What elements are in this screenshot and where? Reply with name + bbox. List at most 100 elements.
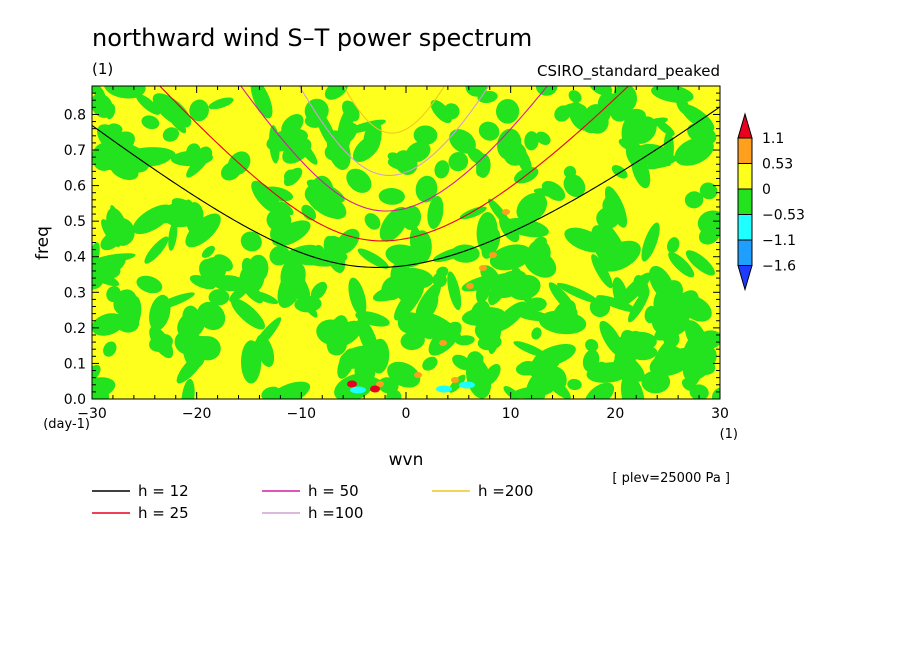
texture-patch bbox=[428, 321, 462, 356]
legend-entry: h =200 bbox=[478, 482, 533, 500]
texture-patch bbox=[141, 115, 160, 130]
x-tick-label: −10 bbox=[287, 406, 317, 422]
texture-patch bbox=[545, 366, 567, 392]
texture-patch bbox=[114, 311, 140, 333]
y-tick-label: 0.4 bbox=[64, 250, 86, 266]
texture-patch bbox=[563, 174, 586, 198]
texture-patch bbox=[248, 254, 269, 282]
texture-patch bbox=[516, 192, 548, 223]
texture-patch bbox=[162, 201, 201, 228]
legend-entry: h =100 bbox=[308, 504, 363, 522]
texture-patch bbox=[459, 206, 487, 220]
curve-legend: h = 12 h = 25 h = 50 h =100 h =200 bbox=[92, 482, 533, 522]
texture-patch bbox=[92, 253, 136, 264]
texture-patch bbox=[103, 341, 117, 357]
texture-patch bbox=[261, 386, 280, 399]
chart-subtitle-right: CSIRO_standard_peaked bbox=[537, 62, 720, 81]
texture-patch bbox=[241, 280, 264, 304]
texture-patch bbox=[449, 129, 476, 154]
y-tick-label: 0.8 bbox=[64, 107, 86, 123]
texture-patch bbox=[269, 245, 290, 266]
texture-patch bbox=[602, 195, 622, 217]
texture-patch bbox=[584, 109, 609, 134]
dispersion-curve bbox=[343, 86, 446, 134]
texture-patch bbox=[459, 381, 475, 389]
texture-patch bbox=[348, 277, 367, 317]
texture-patch bbox=[652, 336, 677, 371]
x-tick-label: −20 bbox=[182, 406, 212, 422]
texture-patch bbox=[698, 225, 720, 245]
legend-entry: h = 25 bbox=[138, 504, 189, 522]
texture-patch bbox=[420, 293, 439, 322]
texture-patch bbox=[477, 90, 498, 104]
texture-patch bbox=[448, 152, 469, 172]
texture-patch bbox=[189, 99, 209, 122]
texture-patch bbox=[616, 358, 631, 374]
texture-patch bbox=[470, 300, 491, 324]
texture-patch bbox=[436, 385, 452, 393]
x-tick-label: 20 bbox=[606, 406, 624, 422]
texture-patch bbox=[489, 252, 497, 258]
chart-subtitle-left: (1) bbox=[92, 60, 113, 78]
texture-patch bbox=[288, 249, 330, 266]
plev-annotation: [ plev=25000 Pa ] bbox=[612, 471, 730, 486]
texture-patch bbox=[434, 160, 450, 179]
texture-patch bbox=[385, 244, 423, 268]
texture-patch bbox=[283, 167, 303, 187]
colorbar: 1.1 0.53 0 −0.53 −1.1 −1.6 bbox=[737, 112, 805, 292]
texture-patch bbox=[92, 93, 114, 118]
texture-patch bbox=[201, 245, 215, 258]
texture-patch bbox=[476, 160, 490, 177]
texture-patch bbox=[189, 274, 216, 290]
texture-patch bbox=[522, 298, 540, 318]
y-unit-label: (day-1) bbox=[43, 417, 90, 432]
texture-patch bbox=[451, 377, 459, 383]
texture-patch bbox=[651, 86, 694, 103]
texture-patch bbox=[685, 250, 715, 276]
texture-patch bbox=[427, 195, 444, 230]
x-tick-label: 30 bbox=[711, 406, 729, 422]
texture-patch bbox=[144, 236, 169, 264]
texture-patch bbox=[379, 206, 409, 242]
texture-patch bbox=[711, 387, 720, 399]
texture-patch bbox=[488, 274, 509, 306]
texture-patch bbox=[655, 119, 675, 136]
texture-patch bbox=[364, 213, 381, 230]
texture-patch bbox=[176, 350, 206, 384]
texture-patch bbox=[515, 361, 539, 376]
texture-patch bbox=[502, 209, 510, 215]
colorbar-box bbox=[737, 188, 753, 215]
texture-patch bbox=[416, 319, 439, 340]
texture-patch bbox=[448, 374, 466, 393]
texture-patch bbox=[669, 290, 699, 325]
texture-patch bbox=[628, 288, 650, 323]
colorbar-label: −0.53 bbox=[762, 208, 805, 224]
x-axis: −30 −20 −10 0 10 20 30 bbox=[77, 86, 729, 422]
texture-patch bbox=[400, 331, 425, 351]
texture-patch bbox=[355, 311, 390, 327]
texture-patch bbox=[511, 386, 554, 399]
texture-patch bbox=[230, 298, 265, 330]
texture-patch bbox=[524, 131, 539, 151]
texture-patch bbox=[357, 248, 389, 269]
colorbar-box bbox=[737, 137, 753, 164]
texture-patch bbox=[667, 237, 680, 254]
texture-patch bbox=[278, 201, 294, 216]
texture-patch bbox=[523, 249, 557, 278]
texture-patch bbox=[439, 340, 447, 346]
texture-patch bbox=[350, 386, 366, 394]
texture-patch bbox=[489, 244, 532, 271]
y-tick-label: 0.7 bbox=[64, 143, 86, 159]
texture-patch bbox=[680, 103, 715, 132]
y-tick-label: 0.5 bbox=[64, 214, 86, 230]
texture-patch bbox=[478, 121, 500, 141]
texture-patch bbox=[208, 97, 234, 110]
texture-patch bbox=[162, 127, 180, 142]
texture-patch bbox=[266, 128, 308, 152]
x-axis-title: wvn bbox=[389, 450, 424, 470]
texture-patch bbox=[149, 294, 171, 331]
texture-patch bbox=[630, 116, 657, 144]
colorbar-top-arrow bbox=[737, 112, 753, 139]
y-tick-label: 0.3 bbox=[64, 285, 86, 301]
texture-patch bbox=[504, 218, 549, 238]
